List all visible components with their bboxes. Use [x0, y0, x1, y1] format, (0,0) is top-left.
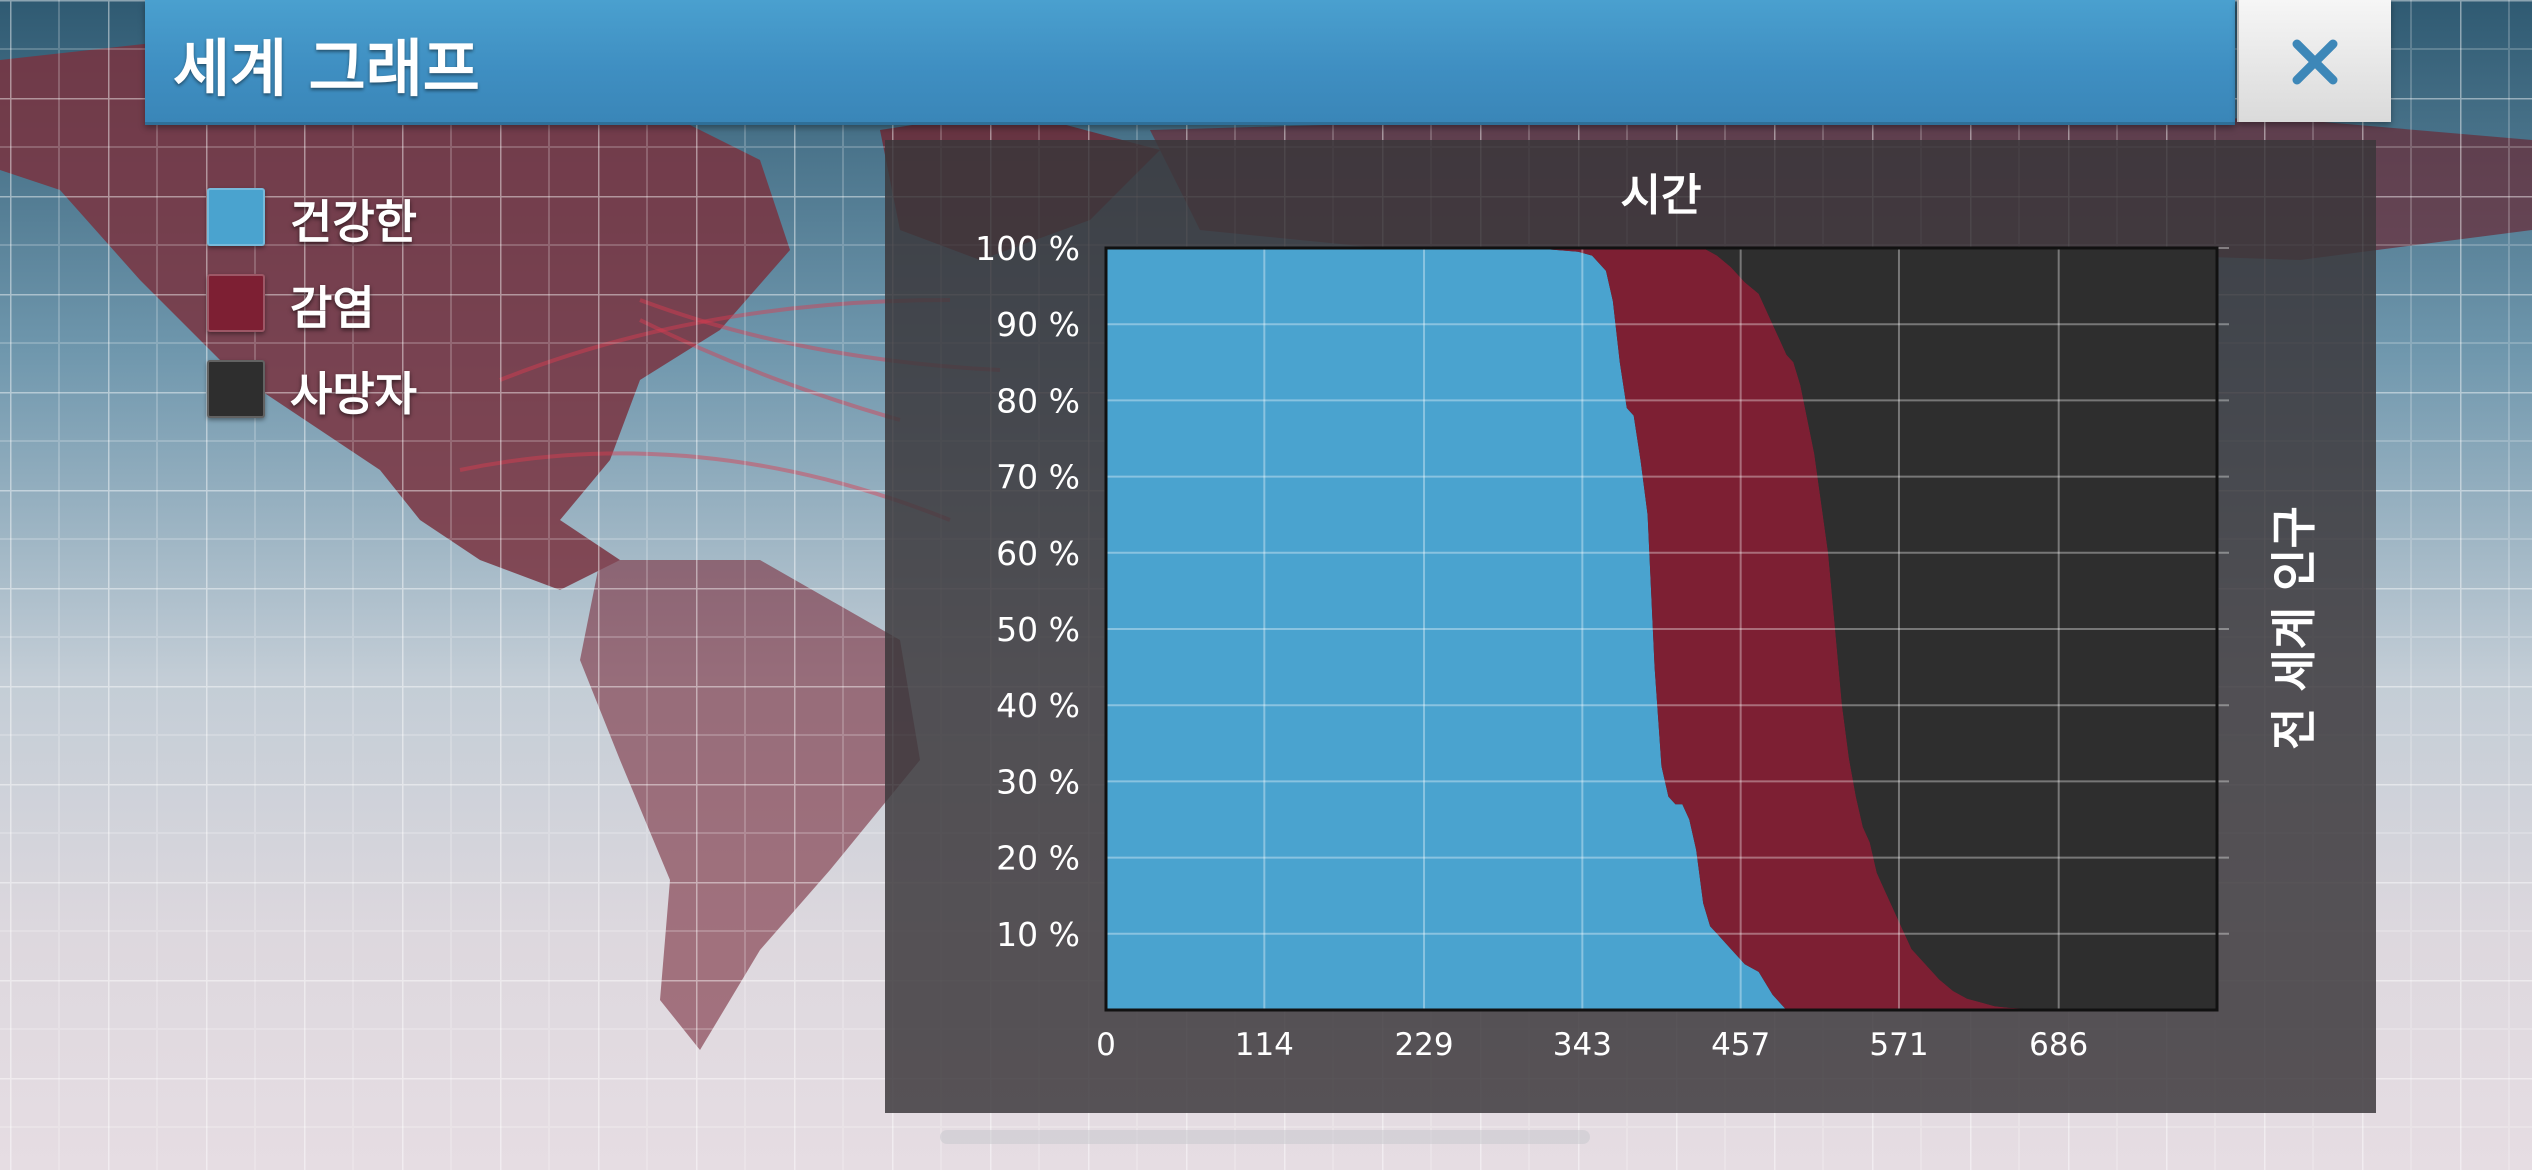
legend-swatch-healthy [207, 188, 265, 246]
y-tick-label: 70 % [996, 458, 1080, 497]
y-tick-label: 20 % [996, 839, 1080, 878]
x-tick-label: 0 [1096, 1027, 1116, 1063]
y-tick-label: 90 % [996, 305, 1080, 344]
y-tick-label: 50 % [996, 610, 1080, 649]
x-tick-label: 343 [1553, 1027, 1612, 1063]
close-icon [2292, 39, 2338, 85]
title-bar: 세계 그래프 [145, 0, 2235, 125]
legend-label-healthy: 건강한 [290, 195, 417, 249]
plot-border [1104, 246, 2219, 1012]
window-title: 세계 그래프 [173, 32, 480, 105]
legend-swatch-infected [207, 274, 265, 332]
close-button[interactable] [2237, 0, 2391, 122]
horizontal-scrollbar[interactable] [940, 1130, 1590, 1144]
series-area-2 [1106, 248, 2217, 1010]
x-tick-label: 457 [1711, 1027, 1770, 1063]
x-tick-label: 114 [1235, 1027, 1294, 1063]
y-tick-label: 60 % [996, 534, 1080, 573]
x-tick-label: 229 [1394, 1027, 1453, 1063]
chart-title: 시간 [1621, 170, 1702, 221]
y-tick-label: 100 % [975, 229, 1080, 268]
y-axis-label: 전 세계 인구 [2267, 506, 2321, 750]
x-tick-label: 571 [1869, 1027, 1928, 1063]
legend-swatch-dead [207, 360, 265, 418]
legend-label-dead: 사망자 [290, 367, 417, 421]
y-tick-label: 80 % [996, 381, 1080, 420]
legend-label-infected: 감염 [290, 281, 375, 335]
series-area-1 [1106, 248, 2217, 1010]
y-tick-label: 30 % [996, 762, 1080, 801]
y-tick-label: 40 % [996, 686, 1080, 725]
y-tick-label: 10 % [996, 915, 1080, 954]
x-tick-label: 686 [2029, 1027, 2088, 1063]
series-area-3 [1106, 248, 2217, 1010]
world-graph-chart: 10 % 20 % 30 % 40 % 50 % 60 % 70 % 80 % 90 % 100 … [975, 170, 2321, 1063]
